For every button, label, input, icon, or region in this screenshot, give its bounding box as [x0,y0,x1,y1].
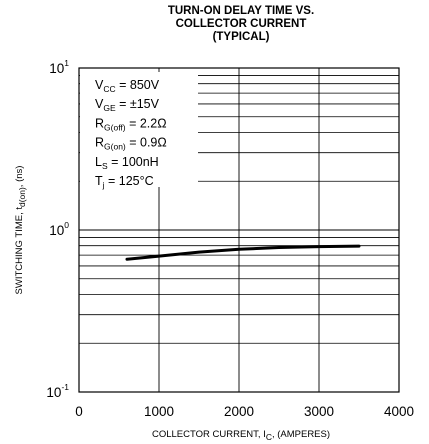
y-axis-label: SWITCHING TIME, td(on), (ns) [14,166,27,295]
title-line: (TYPICAL) [213,31,270,43]
y-tick-label: 100 [49,220,69,238]
x-tick-label: 1000 [144,404,174,419]
conditions-background [80,72,198,187]
condition-text: VGE = ±15V [95,97,160,113]
x-tick-label: 2000 [224,404,254,419]
series [125,244,361,261]
condition-text: LS = 100nH [95,155,159,171]
x-tick-label: 4000 [384,404,414,419]
grid [79,68,399,392]
x-axis-title: COLLECTOR CURRENT, IC, (AMPERES) [152,429,330,442]
x-axis-label: COLLECTOR CURRENT, IC, (AMPERES) [152,429,330,442]
y-tick-labels: 101 100 10-1 [46,58,69,400]
title-line: TURN-ON DELAY TIME VS. [168,5,314,17]
condition-text: RG(off) = 2.2Ω [95,116,167,132]
y-tick-label: 10-1 [46,382,69,400]
plot-frame [78,67,400,393]
y-axis-title: SWITCHING TIME, td(on), (ns) [14,166,27,295]
x-tick-label: 0 [75,404,83,419]
x-tick-labels: 0 1000 2000 3000 4000 [75,404,414,419]
title-line: COLLECTOR CURRENT [176,18,307,30]
condition-text: RG(on) = 0.9Ω [95,136,167,152]
x-tick-label: 3000 [304,404,334,419]
condition-text: VCC = 850V [95,78,160,94]
y-tick-label: 101 [49,58,69,76]
chart-title: TURN-ON DELAY TIME VS.COLLECTOR CURRENT(… [168,5,314,43]
series-line [125,244,361,261]
conditions-box: VCC = 850V VGE = ±15V RG(off) = 2.2Ω RG(on)… [80,72,198,190]
condition-text: Tj = 125°C [95,174,154,190]
